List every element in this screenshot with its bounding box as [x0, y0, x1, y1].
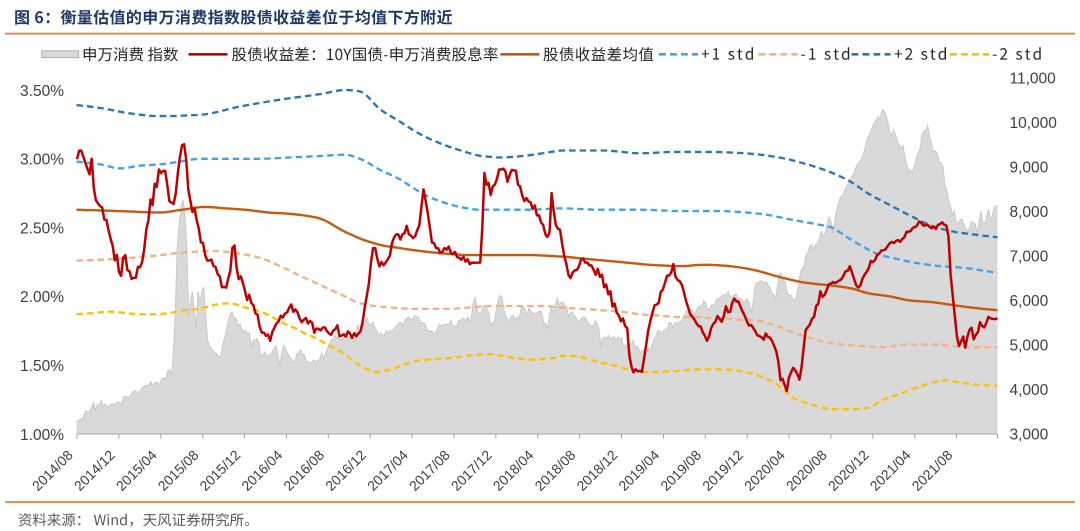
- svg-text:8,000: 8,000: [1010, 204, 1049, 221]
- svg-text:9,000: 9,000: [1010, 160, 1049, 177]
- svg-text:1.00%: 1.00%: [20, 427, 64, 444]
- svg-text:4,000: 4,000: [1010, 382, 1049, 399]
- svg-text:6,000: 6,000: [1010, 293, 1049, 310]
- svg-text:10,000: 10,000: [1010, 115, 1058, 132]
- svg-text:2.50%: 2.50%: [20, 220, 64, 237]
- svg-text:11,000: 11,000: [1010, 71, 1057, 88]
- svg-text:3,000: 3,000: [1010, 427, 1049, 444]
- svg-text:5,000: 5,000: [1010, 338, 1049, 355]
- svg-text:3.00%: 3.00%: [20, 152, 64, 169]
- svg-text:1.50%: 1.50%: [20, 358, 64, 375]
- svg-text:2.00%: 2.00%: [20, 289, 64, 306]
- svg-text:3.50%: 3.50%: [20, 83, 64, 100]
- svg-text:7,000: 7,000: [1010, 249, 1049, 266]
